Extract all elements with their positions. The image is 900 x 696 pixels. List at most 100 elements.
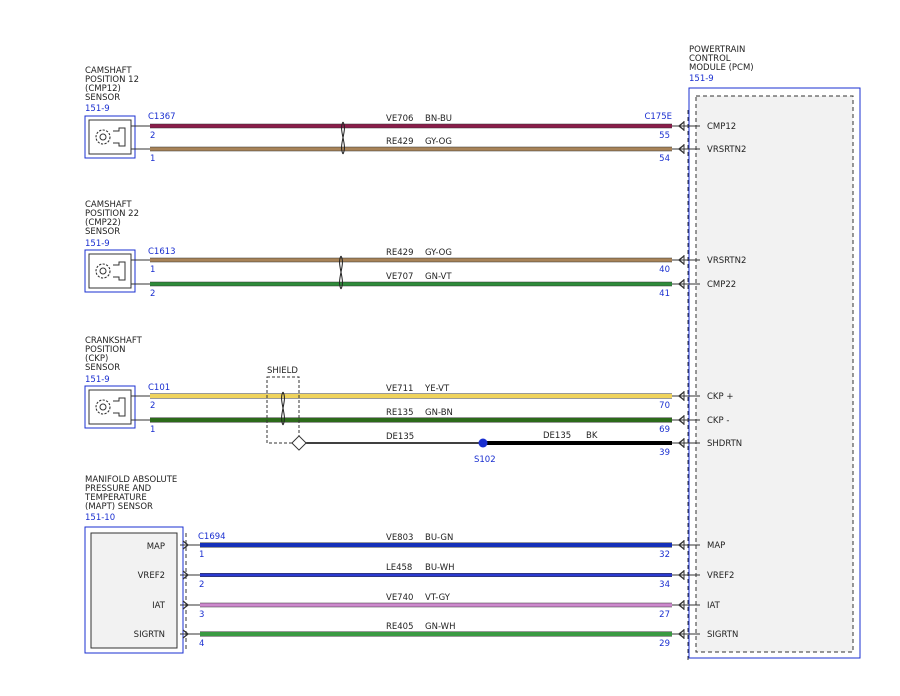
pcm-pin-label: VRSRTN2 [707,256,746,266]
sensor-title-line: TEMPERATURE [84,493,147,503]
sensor-title-line: POSITION [85,345,125,355]
splice-dot [478,438,488,448]
pcm-pin-label: CMP12 [707,122,736,132]
sensor-ref: 151-9 [85,104,110,114]
pcm-connector-id: C175E [644,112,672,122]
pcm-title-line-3: MODULE (PCM) [689,63,754,73]
wire-color-code: GN-WH [425,622,455,632]
pcm-pin-number: 55 [659,131,670,141]
pcm-pin-label: SHDRTN [707,439,742,449]
sensor-body [90,532,178,649]
sensor-connector-id: C101 [148,383,170,393]
sensor-title-line: SENSOR [85,93,120,103]
wire-color-code: VT-GY [425,593,451,603]
pcm-pin-number: 27 [659,610,670,620]
mapt-pin-label-vref2: VREF2 [138,571,165,581]
twist-marker [341,121,345,155]
sensor-ref: 151-9 [85,375,110,385]
sensor-ref: 151-9 [85,239,110,249]
pcm-pin-arrow-icon [677,391,685,401]
sensor-plug-icon [113,261,126,281]
sensor-pin-number: 1 [199,550,204,560]
pcm-pin-arrow-icon [677,600,685,610]
pcm-pin-number: 54 [659,154,670,164]
sensor-mapt: MANIFOLD ABSOLUTE PRESSURE AND TEMPERATU… [84,475,226,654]
pcm-pin-number: 40 [659,265,670,275]
pcm-body [695,95,854,653]
wire-color-code: BN-BU [425,114,452,124]
pcm-title-line-2: CONTROL [689,54,731,64]
sensor-pin-number: 2 [150,289,155,299]
pcm-pin-number: 39 [659,448,670,458]
sensor-pin-number: 3 [199,610,204,620]
sensor-cmp12: CAMSHAFT POSITION 12 (CMP12) SENSOR 151-… [84,66,176,159]
sensor-connector-id: C1694 [198,532,226,542]
gear-icon [95,399,111,415]
sensor-title-line: SENSOR [85,227,120,237]
pcm-pin-number: 34 [659,580,670,590]
pcm-pin-arrow-icon [677,255,685,265]
sensor-pin-number: 1 [150,425,155,435]
mapt-pin-label-sigrtn: SIGRTN [134,630,165,640]
sensor-pin-number: 4 [199,639,204,649]
wire-circuit-label: RE429 [386,248,414,258]
pcm-pin-arrow-icon [677,570,685,580]
wires: VE706 BN-BU 55 CMP12 2 RE429 GY-OG 54 VRSRTN2 1 RE… [131,114,746,649]
wire-color-code: GY-OG [425,137,452,147]
sensor-pin-arrow-icon [182,629,190,639]
wire-circuit-label: LE458 [386,563,412,573]
sensor-title-line: (CMP22) [85,218,121,228]
shield-drain-diamond [291,435,307,451]
wire-color-code: BK [586,431,598,441]
pcm-pin-arrow-icon [677,629,685,639]
mapt-pin-label-map: MAP [147,542,165,552]
sensor-title-line: SENSOR [85,363,120,373]
wire-color-code: YE-VT [424,384,450,394]
twist-marker [281,391,285,426]
splice-label: S102 [474,455,496,465]
sensor-title-line: (CKP) [85,354,108,364]
sensor-pin-number: 1 [150,154,155,164]
pcm-pin-number: 69 [659,425,670,435]
wire-circuit-label: RE135 [386,408,414,418]
pcm-pin-arrow-icon [677,121,685,131]
sensor-title-line: (MAPT) SENSOR [85,502,153,512]
pcm-pin-label: VRSRTN2 [707,145,746,155]
pcm-pin-label: CKP + [707,392,733,402]
wire-color-code: GN-VT [425,272,452,282]
wire-circuit-label: VE740 [386,593,413,603]
pcm-pin-label: MAP [707,541,725,551]
pcm-pin-number: 70 [659,401,670,411]
wire-circuit-label: VE803 [386,533,413,543]
pcm-title-line-1: POWERTRAIN [689,45,745,55]
shield: SHIELD S102 DE135 [266,366,496,465]
sensor-title-line: CAMSHAFT [85,66,132,76]
wire-circuit-label: VE706 [386,114,413,124]
shield-outline [266,376,300,444]
sensor-pin-arrow-icon [182,540,190,550]
sensor-plug-icon [113,127,126,147]
twisted-pair-markers [281,121,345,426]
sensor-outline [84,526,184,654]
wire-color-code: BU-WH [425,563,455,573]
wire-circuit-label: VE707 [386,272,413,282]
pcm-pin-label: SIGRTN [707,630,738,640]
pcm-pin-arrow-icon [677,279,685,289]
sensor-pin-number: 1 [150,265,155,275]
sensor-title-line: (CMP12) [85,84,121,94]
sensor-title-line: MANIFOLD ABSOLUTE [85,475,177,485]
pcm-pin-label: CKP - [707,416,729,426]
sensor-title-line: CRANKSHAFT [85,336,143,346]
wire-color-code: GN-BN [425,408,453,418]
wire-color-code: BU-GN [425,533,453,543]
sensor-pin-number: 2 [199,580,204,590]
sensor-title-line: PRESSURE AND [85,484,152,494]
shield-label: SHIELD [267,366,298,376]
sensor-title-line: CAMSHAFT [85,200,132,210]
pcm-pin-number: 29 [659,639,670,649]
sensor-connector-id: C1613 [148,247,176,257]
mapt-pin-label-iat: IAT [152,601,166,611]
wire-circuit-label: RE405 [386,622,414,632]
pcm-outline [688,87,861,659]
